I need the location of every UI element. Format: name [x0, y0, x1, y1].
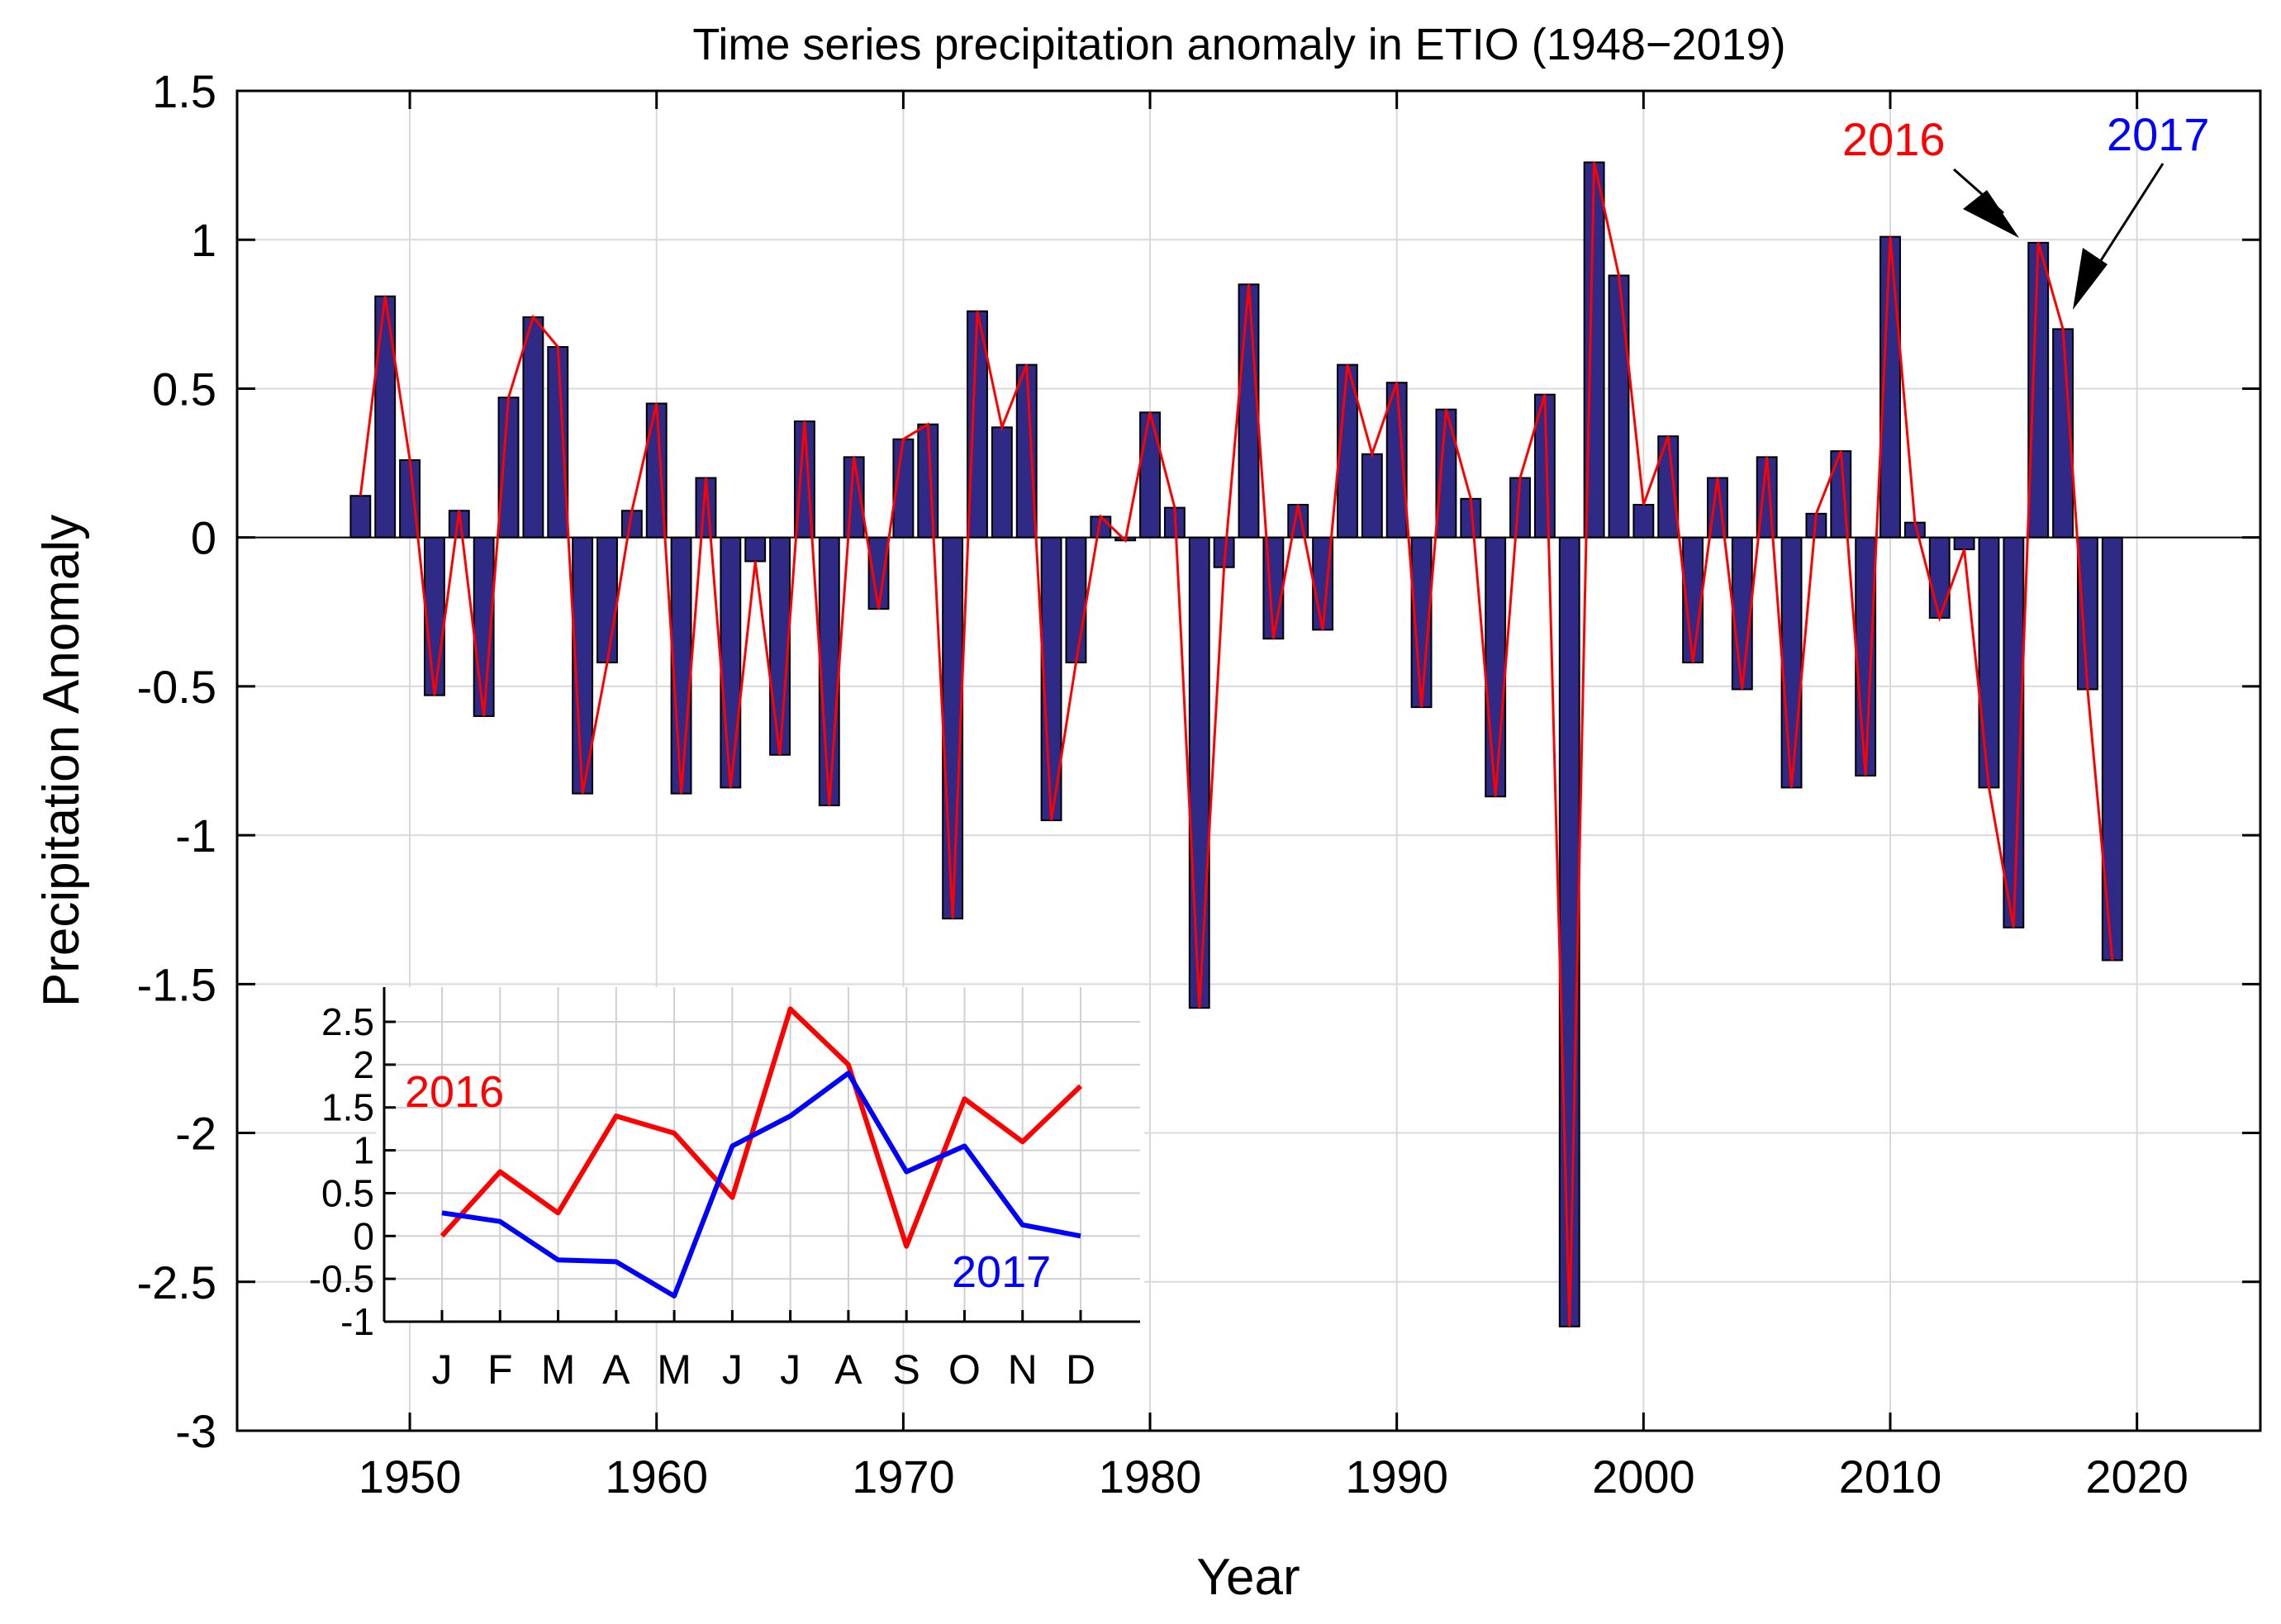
bar-1963 — [720, 536, 742, 789]
inset-y-tick-label: 1 — [353, 1129, 374, 1172]
main-y-tick-label: -3 — [175, 1405, 216, 1457]
inset-legend-2017: 2017 — [952, 1247, 1051, 1297]
inset-x-tick-label: J — [722, 1346, 743, 1393]
bar-1980 — [1139, 411, 1161, 539]
bar-1951 — [423, 536, 445, 696]
arrow-2017-head — [2073, 248, 2108, 310]
inset-y-tick-label: 0 — [353, 1214, 374, 1257]
arrow-2016-head — [1963, 190, 2019, 238]
inset-line-2017 — [441, 1071, 1081, 1299]
main-plot-frame — [235, 89, 2262, 1432]
inset-x-tick-label: D — [1066, 1346, 1095, 1393]
bar-1999 — [1608, 274, 1630, 539]
inset-x-tick-label: M — [657, 1346, 691, 1393]
inset-lines — [440, 1006, 1083, 1299]
bar-1977 — [1065, 536, 1087, 664]
inset-y-tick-label: -1 — [340, 1300, 374, 1343]
inset-background — [376, 987, 1144, 1322]
main-y-tick-label: 0 — [191, 512, 216, 564]
y-axis-label: Precipitation Anomaly — [33, 515, 90, 1007]
bar-1954 — [497, 397, 520, 539]
main-x-tick-label: 2020 — [2085, 1451, 2188, 1503]
bar-1956 — [547, 345, 569, 539]
inset-y-ticks: 2.521.510.50-0.5-1 — [309, 1000, 396, 1343]
main-y-tick-label: 0.5 — [152, 363, 216, 415]
main-y-tick-label: 1 — [191, 214, 216, 266]
main-x-tick-label: 1960 — [605, 1451, 708, 1503]
inset-x-tick-label: M — [541, 1346, 576, 1393]
inset-x-tick-label: A — [602, 1346, 630, 1393]
inset-legend-2016: 2016 — [405, 1067, 504, 1117]
bar-1984 — [1238, 283, 1260, 539]
chart-title: Time series precipitation anomaly in ETI… — [692, 20, 1785, 69]
inset-x-tick-label: J — [780, 1346, 801, 1393]
inset-line-2016 — [440, 1006, 1083, 1249]
inset-x-tick-label: N — [1008, 1346, 1038, 1393]
bar-2001 — [1657, 435, 1680, 539]
bar-1997 — [1558, 536, 1580, 1327]
inset-y-tick-label: -0.5 — [309, 1257, 374, 1300]
inset-y-tick-label: 2 — [353, 1043, 374, 1086]
inset-x-tick-label: F — [487, 1346, 513, 1393]
main-y-tick-label: -1 — [175, 810, 216, 862]
main-y-tick-label: -1.5 — [137, 958, 217, 1010]
bar-2016 — [2027, 241, 2050, 539]
x-axis-label: Year — [1196, 1549, 1300, 1606]
bar-1955 — [522, 316, 544, 539]
main-x-ticks: 1950 1960 1970 1980 1990 2000 2010 2020 — [359, 91, 2188, 1503]
inset-x-tick-label: O — [948, 1346, 981, 1393]
bar-2012 — [1928, 536, 1951, 619]
main-x-tick-label: 1980 — [1099, 1451, 1202, 1503]
inset-y-tick-label: 2.5 — [321, 1000, 374, 1043]
bar-2013 — [1953, 536, 1975, 551]
arrow-2017-shaft — [2097, 163, 2165, 265]
bar-2000 — [1632, 504, 1655, 539]
anomaly-line — [359, 162, 2114, 1327]
bar-1974 — [991, 426, 1013, 539]
inset-x-tick-label: A — [834, 1346, 863, 1393]
bar-1982 — [1188, 536, 1210, 1009]
bar-2006 — [1780, 536, 1803, 789]
bar-2014 — [1978, 536, 2000, 789]
bar-1964 — [744, 536, 767, 563]
bar-2009 — [1855, 536, 1877, 777]
main-y-tick-label: 1.5 — [152, 65, 216, 117]
annotation-2017-label: 2017 — [2107, 108, 2210, 160]
bar-1949 — [374, 295, 397, 539]
main-y-ticks: 1.510.50-0.5-1-1.5-2-2.5-3 — [137, 65, 2260, 1457]
main-x-tick-label: 1950 — [359, 1451, 462, 1503]
main-y-tick-label: -2 — [175, 1108, 216, 1160]
annotation-2016-label: 2016 — [1842, 113, 1946, 165]
bar-1989 — [1361, 453, 1383, 539]
main-y-tick-label: -2.5 — [137, 1256, 217, 1308]
main-x-tick-label: 2000 — [1592, 1451, 1695, 1503]
main-x-tick-label: 1990 — [1345, 1451, 1448, 1503]
inset-x-tick-label: S — [893, 1346, 920, 1393]
bar-1967 — [818, 536, 840, 807]
main-x-tick-label: 2010 — [1839, 1451, 1942, 1503]
bar-2018 — [2076, 536, 2098, 691]
inset-x-tick-label: J — [432, 1346, 453, 1393]
bar-1994 — [1485, 536, 1507, 798]
bar-1958 — [596, 536, 618, 664]
main-y-tick-label: -0.5 — [137, 661, 217, 713]
inset-y-tick-label: 1.5 — [321, 1086, 374, 1129]
inset-y-tick-label: 0.5 — [321, 1171, 374, 1214]
main-x-tick-label: 1970 — [852, 1451, 955, 1503]
bar-1992 — [1435, 408, 1457, 539]
bar-1948 — [349, 495, 372, 539]
